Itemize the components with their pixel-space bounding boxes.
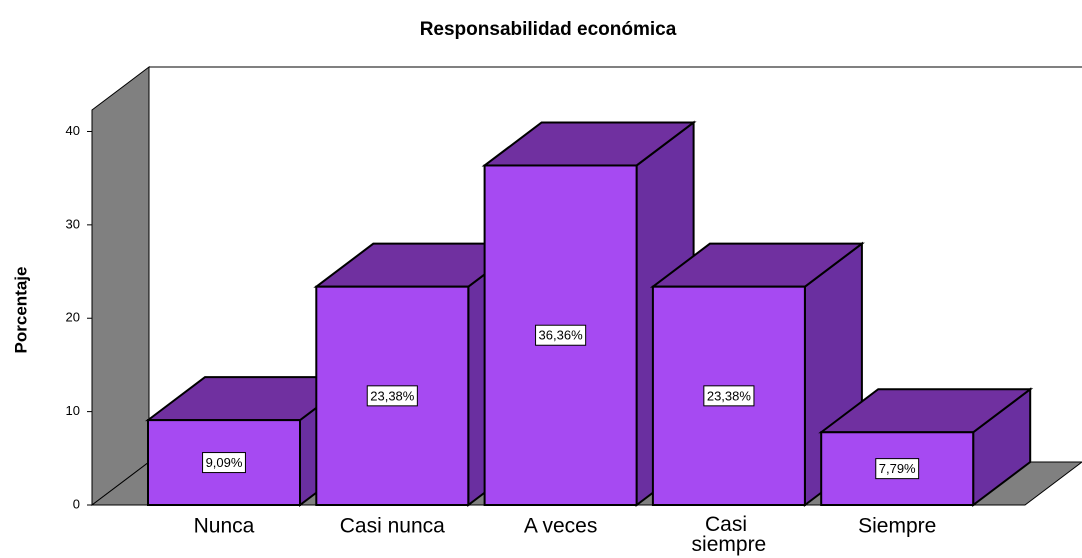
value-label-box: [366, 385, 418, 407]
y-tick-label: 30: [66, 216, 80, 231]
chart-title: Responsabilidad económica: [420, 19, 677, 40]
value-label: 9,09%: [206, 455, 243, 470]
y-tick-label: 10: [66, 403, 80, 418]
value-label-box: [875, 458, 920, 480]
x-tick-label: Siempre: [858, 515, 936, 538]
y-tick-label: 40: [66, 123, 80, 138]
value-label: 23,38%: [707, 388, 752, 403]
x-tick-label: Casi nunca: [340, 515, 445, 538]
value-label: 36,36%: [539, 328, 584, 343]
value-label-box: [202, 452, 246, 474]
x-tick-label: A veces: [524, 515, 598, 538]
x-tick-label: Casi siempre: [692, 513, 767, 556]
y-axis-label: Porcentaje: [11, 267, 30, 354]
value-label: 7,79%: [879, 461, 916, 476]
x-tick-label: Nunca: [194, 515, 255, 538]
value-label-box: [703, 385, 755, 407]
left-wall: [91, 65, 150, 507]
y-tick-label: 0: [73, 496, 80, 511]
value-label: 23,38%: [370, 388, 415, 403]
value-label-box: [535, 324, 587, 346]
y-tick-label: 20: [66, 310, 80, 325]
